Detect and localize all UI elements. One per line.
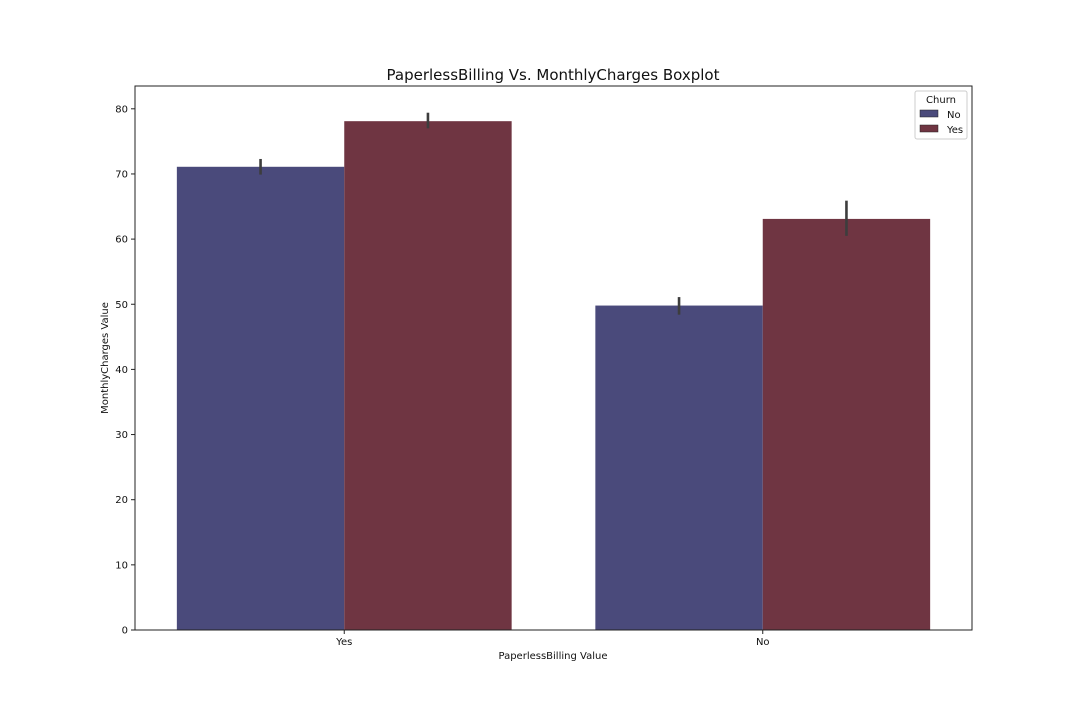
- legend[interactable]: Churn No Yes: [914, 90, 968, 140]
- y-tick-label: 30: [115, 430, 128, 441]
- y-tick-label: 10: [115, 560, 128, 571]
- y-tick-label: 0: [122, 626, 128, 637]
- y-axis-ticks: 0 10 20 30 40 50 60 70 80: [115, 104, 135, 637]
- y-tick-label: 80: [115, 104, 128, 115]
- y-tick-label: 40: [115, 365, 128, 376]
- legend-title: Churn: [926, 95, 956, 106]
- legend-swatch-yes: [919, 124, 939, 133]
- plot-frame: [134, 85, 973, 631]
- bars-group: [176, 121, 931, 630]
- error-bars-group: [259, 112, 848, 315]
- y-axis-label: MonthlyCharges Value: [100, 302, 111, 414]
- chart-title: PaperlessBilling Vs. MonthlyCharges Boxp…: [387, 66, 720, 84]
- legend-swatch-no: [919, 109, 939, 118]
- x-axis-ticks: Yes No: [335, 630, 770, 648]
- y-tick-label: 70: [115, 169, 128, 180]
- y-tick-label: 50: [115, 300, 128, 311]
- x-tick-label: Yes: [335, 637, 352, 648]
- y-tick-label: 20: [115, 495, 128, 506]
- bar-yes-churn-no[interactable]: [176, 166, 345, 630]
- legend-label-yes: Yes: [946, 125, 963, 136]
- bar-no-churn-no[interactable]: [595, 305, 763, 630]
- bar-yes-churn-yes[interactable]: [344, 121, 512, 630]
- x-tick-label: No: [756, 637, 770, 648]
- y-tick-label: 60: [115, 235, 128, 246]
- legend-label-no: No: [947, 110, 961, 121]
- x-axis-label: PaperlessBilling Value: [499, 651, 608, 662]
- bar-no-churn-yes[interactable]: [762, 218, 931, 630]
